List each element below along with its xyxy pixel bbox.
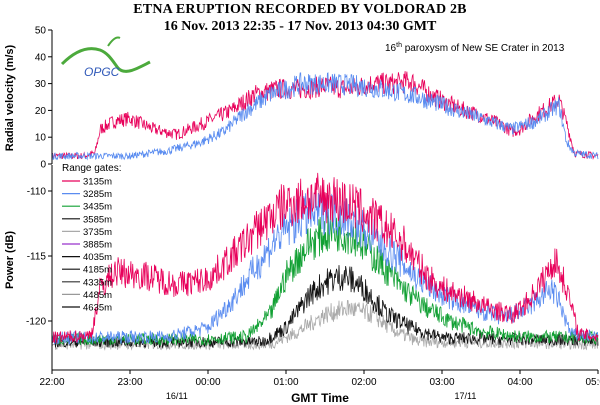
- opgc-logo: OPGC: [60, 36, 151, 79]
- chart-title: ETNA ERUPTION RECORDED BY VOLDORAD 2B: [133, 2, 467, 17]
- legend-label-3285m: 3285m: [83, 189, 112, 200]
- power-series-line-3285m: [51, 189, 599, 345]
- power-ytick-label: -120: [26, 317, 46, 328]
- velocity-ylabel: Radial velocity (m/s): [4, 44, 16, 151]
- power-series-line-3435m: [51, 211, 599, 346]
- x-tick-label: 23:00: [117, 377, 142, 388]
- axes-group: 0 10 20 30 40 50 -110 -115 -120 22:00 23:00 00:00 01…: [26, 26, 600, 402]
- power-ytick-label: -110: [27, 187, 47, 198]
- legend-label-3885m: 3885m: [83, 240, 112, 251]
- velocity-series-line-2: [51, 72, 599, 161]
- chart-subtitle: 16 Nov. 2013 22:35 - 17 Nov. 2013 04:30 …: [163, 19, 437, 34]
- power-ylabel: Power (dB): [4, 231, 16, 289]
- velocity-ytick-label: 20: [35, 106, 47, 117]
- legend-label-3135m: 3135m: [83, 177, 112, 188]
- paroxysm-annotation: 16th paroxysm of New SE Crater in 2013: [385, 42, 565, 54]
- x-tick-label: 02:00: [351, 377, 376, 388]
- x-tick-label: 22:00: [39, 377, 64, 388]
- logo-text: OPGC: [84, 65, 120, 79]
- x-tick-label: 03:00: [429, 377, 454, 388]
- x-tick-label: 04:00: [507, 377, 532, 388]
- x-tick-label: 01:00: [273, 377, 298, 388]
- velocity-ytick-label: 50: [35, 26, 47, 37]
- velocity-series-line-1: [51, 71, 599, 160]
- date-label: 17/11: [454, 391, 476, 401]
- power-ytick-label: -115: [27, 252, 47, 263]
- velocity-ytick-label: 40: [35, 52, 47, 63]
- legend-label-3735m: 3735m: [83, 227, 112, 238]
- velocity-ytick-label: 10: [35, 133, 47, 144]
- velocity-series-group: [51, 71, 599, 161]
- x-tick-label: 05:00: [585, 377, 600, 388]
- legend-label-4635m: 4635m: [83, 303, 112, 314]
- legend-title: Range gates:: [62, 163, 122, 174]
- x-tick-label: 00:00: [195, 377, 220, 388]
- velocity-ytick-label: 0: [40, 160, 46, 171]
- power-series-line-3135m: [51, 172, 599, 344]
- legend-label-3435m: 3435m: [83, 202, 112, 213]
- legend-label-4035m: 4035m: [83, 252, 112, 263]
- legend-label-3585m: 3585m: [83, 214, 112, 225]
- power-series-group: [51, 172, 599, 351]
- legend-label-4335m: 4335m: [83, 277, 112, 288]
- date-label: 16/11: [166, 391, 188, 401]
- x-axis-title: GMT Time: [291, 391, 349, 405]
- legend-label-4185m: 4185m: [83, 265, 112, 276]
- velocity-ytick-label: 30: [35, 79, 47, 90]
- legend-label-4485m: 4485m: [83, 290, 112, 301]
